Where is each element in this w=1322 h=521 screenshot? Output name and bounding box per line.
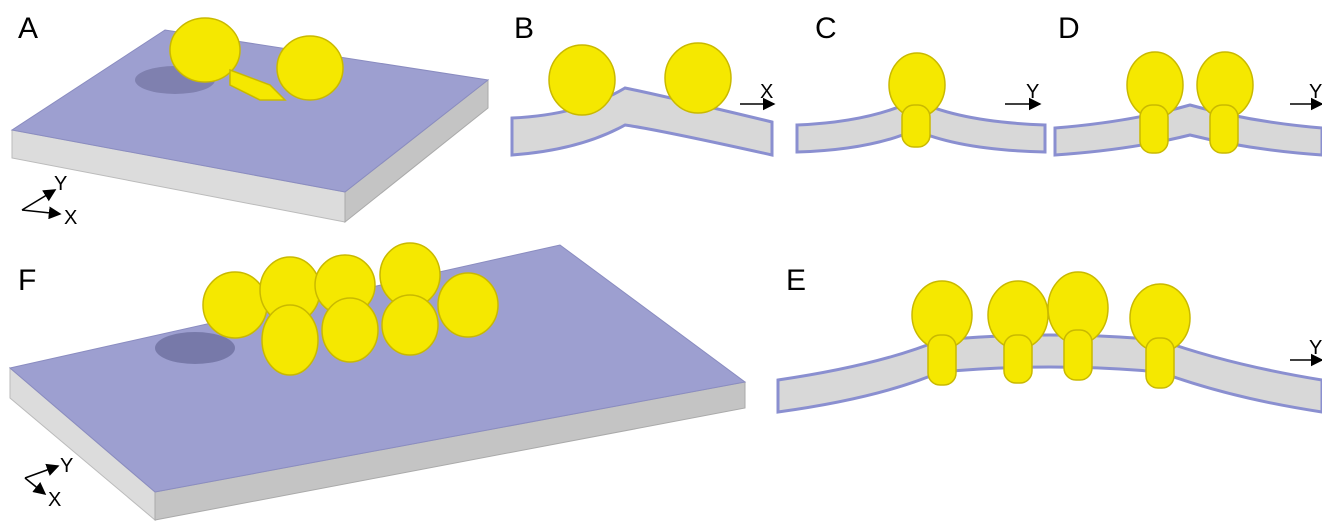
membrane <box>1055 105 1322 155</box>
protein <box>277 36 343 100</box>
axis-arrow <box>25 466 58 478</box>
axis-arrow <box>22 190 55 210</box>
membrane <box>778 335 1322 412</box>
protein <box>665 43 731 113</box>
membrane <box>512 88 772 155</box>
axis-label: Y <box>60 455 73 477</box>
axis-label: Y <box>1026 81 1039 103</box>
protein <box>1146 338 1174 388</box>
panel-label: C <box>815 12 837 45</box>
protein <box>1004 335 1032 383</box>
axis-label: Y <box>54 173 67 195</box>
protein <box>438 273 498 337</box>
axis-label: X <box>760 81 773 103</box>
protein <box>1210 105 1238 153</box>
panel-label: E <box>786 264 806 297</box>
axis-label: Y <box>1309 81 1322 103</box>
protein <box>322 298 378 362</box>
protein <box>549 45 615 115</box>
protein <box>382 295 438 355</box>
axis-arrow <box>25 478 45 494</box>
panel-label: B <box>514 12 534 45</box>
shadow <box>155 332 235 364</box>
protein <box>262 305 318 375</box>
protein <box>203 272 267 338</box>
panel-label: A <box>18 12 38 45</box>
panel-d <box>1055 52 1322 155</box>
axis-label: Y <box>1309 337 1322 359</box>
panel-b <box>512 43 774 155</box>
panel-a <box>12 18 488 222</box>
axis-label: X <box>48 489 61 511</box>
axis-arrow <box>22 210 60 214</box>
panel-label: D <box>1058 12 1080 45</box>
panel-c <box>797 53 1045 152</box>
panel-label: F <box>18 264 36 297</box>
protein <box>1064 330 1092 380</box>
panel-e <box>778 272 1322 412</box>
figure: A Y X B X C Y D Y E Y F Y X <box>0 0 1322 521</box>
panel-f <box>10 243 745 520</box>
protein <box>1140 105 1168 153</box>
protein <box>928 335 956 385</box>
protein <box>902 105 930 147</box>
axis-label: X <box>64 207 77 229</box>
